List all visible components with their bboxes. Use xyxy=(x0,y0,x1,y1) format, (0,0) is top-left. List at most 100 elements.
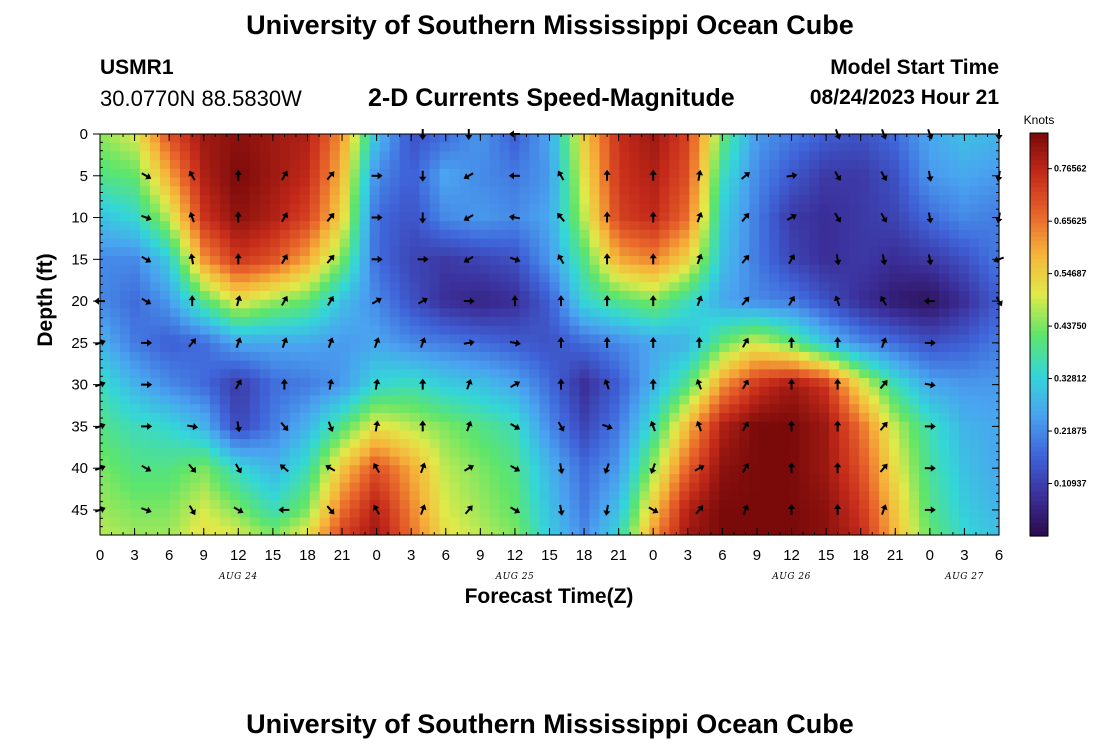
heatmap-cell xyxy=(409,473,421,484)
heatmap-cell xyxy=(889,465,900,475)
current-arrow xyxy=(419,378,427,390)
heatmap-cell xyxy=(629,221,640,231)
heatmap-cell xyxy=(369,177,381,187)
heatmap-cell xyxy=(509,221,521,231)
heatmap-cell xyxy=(679,151,690,161)
current-arrow xyxy=(511,295,519,307)
heatmap-cell xyxy=(689,351,700,362)
heatmap-cell xyxy=(179,517,191,527)
current-arrow xyxy=(234,421,243,433)
heatmap-cell xyxy=(939,334,950,344)
heatmap-cell xyxy=(179,264,191,275)
heatmap-cell xyxy=(749,238,760,248)
heatmap-cell xyxy=(249,378,261,388)
heatmap-cell xyxy=(849,412,860,423)
heatmap-cell xyxy=(179,282,191,292)
heatmap-cell xyxy=(789,473,800,484)
heatmap-cell xyxy=(629,517,640,527)
heatmap-cell xyxy=(729,256,740,266)
heatmap-cell xyxy=(209,317,221,327)
heatmap-cell xyxy=(239,421,251,431)
arrow-shaft xyxy=(742,382,748,390)
arrow-shaft xyxy=(741,298,748,306)
heatmap-cell xyxy=(919,369,930,379)
arrow-head xyxy=(880,295,887,303)
heatmap-cell xyxy=(759,334,770,344)
x-tick-label: 15 xyxy=(265,547,282,564)
heatmap-cell xyxy=(539,221,551,231)
heatmap-cell xyxy=(559,334,571,344)
x-tick-label: 6 xyxy=(165,547,173,564)
heatmap-cell xyxy=(429,317,441,327)
heatmap-cell xyxy=(299,491,311,501)
heatmap-cell xyxy=(149,290,161,301)
heatmap-cell xyxy=(499,447,511,458)
current-arrow xyxy=(603,169,611,181)
heatmap-cell xyxy=(509,343,521,353)
heatmap-cell xyxy=(869,491,880,501)
heatmap-cell xyxy=(259,491,271,501)
heatmap-cell xyxy=(749,343,760,353)
heatmap-cell xyxy=(199,482,211,493)
heatmap-cell xyxy=(279,264,291,275)
heatmap-cell xyxy=(159,526,171,536)
heatmap-cell xyxy=(829,500,840,510)
heatmap-cell xyxy=(259,221,271,231)
heatmap-cell xyxy=(459,439,471,449)
heatmap-cell xyxy=(419,517,431,527)
heatmap-cell xyxy=(789,360,800,370)
heatmap-cell xyxy=(769,343,780,353)
heatmap-cell xyxy=(799,238,810,248)
heatmap-cell xyxy=(899,404,910,414)
heatmap-cell xyxy=(269,456,281,466)
heatmap-cell xyxy=(959,212,970,222)
heatmap-cell xyxy=(609,229,621,240)
heatmap-cell xyxy=(739,160,750,170)
heatmap-cell xyxy=(869,264,880,275)
heatmap-cell xyxy=(739,290,750,301)
current-arrow xyxy=(508,172,520,180)
heatmap-cell xyxy=(709,351,720,362)
heatmap-cell xyxy=(249,369,261,379)
heatmap-cell xyxy=(649,343,660,353)
heatmap-cell xyxy=(409,439,421,449)
heatmap-cell xyxy=(259,308,271,318)
arrow-shaft xyxy=(742,465,748,474)
heatmap-cell xyxy=(299,238,311,248)
heatmap-cell xyxy=(659,229,670,240)
heatmap-cell xyxy=(939,526,950,536)
arrow-head xyxy=(603,169,611,175)
heatmap-cell xyxy=(119,482,131,493)
heatmap-cell xyxy=(519,351,531,362)
heatmap-cell xyxy=(249,247,261,257)
heatmap-cell xyxy=(889,256,900,266)
heatmap-cell xyxy=(259,290,271,301)
heatmap-cell xyxy=(109,351,121,362)
heatmap-cell xyxy=(549,334,561,344)
heatmap-cell xyxy=(389,282,401,292)
heatmap-cell xyxy=(989,517,1000,527)
heatmap-cell xyxy=(419,351,431,362)
heatmap-cell xyxy=(729,160,740,170)
heatmap-cell xyxy=(259,317,271,327)
heatmap-cell xyxy=(679,290,690,301)
heatmap-cell xyxy=(989,351,1000,362)
heatmap-cell xyxy=(339,221,351,231)
heatmap-cell xyxy=(679,195,690,205)
heatmap-cell xyxy=(599,386,611,397)
heatmap-cell xyxy=(199,439,211,449)
heatmap-cell xyxy=(909,421,920,431)
heatmap-cell xyxy=(809,229,820,240)
heatmap-cell xyxy=(759,447,770,458)
heatmap-cell xyxy=(209,177,221,187)
heatmap-cell xyxy=(379,238,391,248)
heatmap-cell xyxy=(669,134,680,144)
heatmap-cell xyxy=(879,203,890,214)
heatmap-cell xyxy=(639,482,650,493)
heatmap-cell xyxy=(389,447,401,458)
heatmap-cell xyxy=(549,212,561,222)
heatmap-cell xyxy=(779,247,790,257)
heatmap-cell xyxy=(439,447,451,458)
heatmap-cell xyxy=(939,299,950,309)
heatmap-cell xyxy=(319,473,331,484)
